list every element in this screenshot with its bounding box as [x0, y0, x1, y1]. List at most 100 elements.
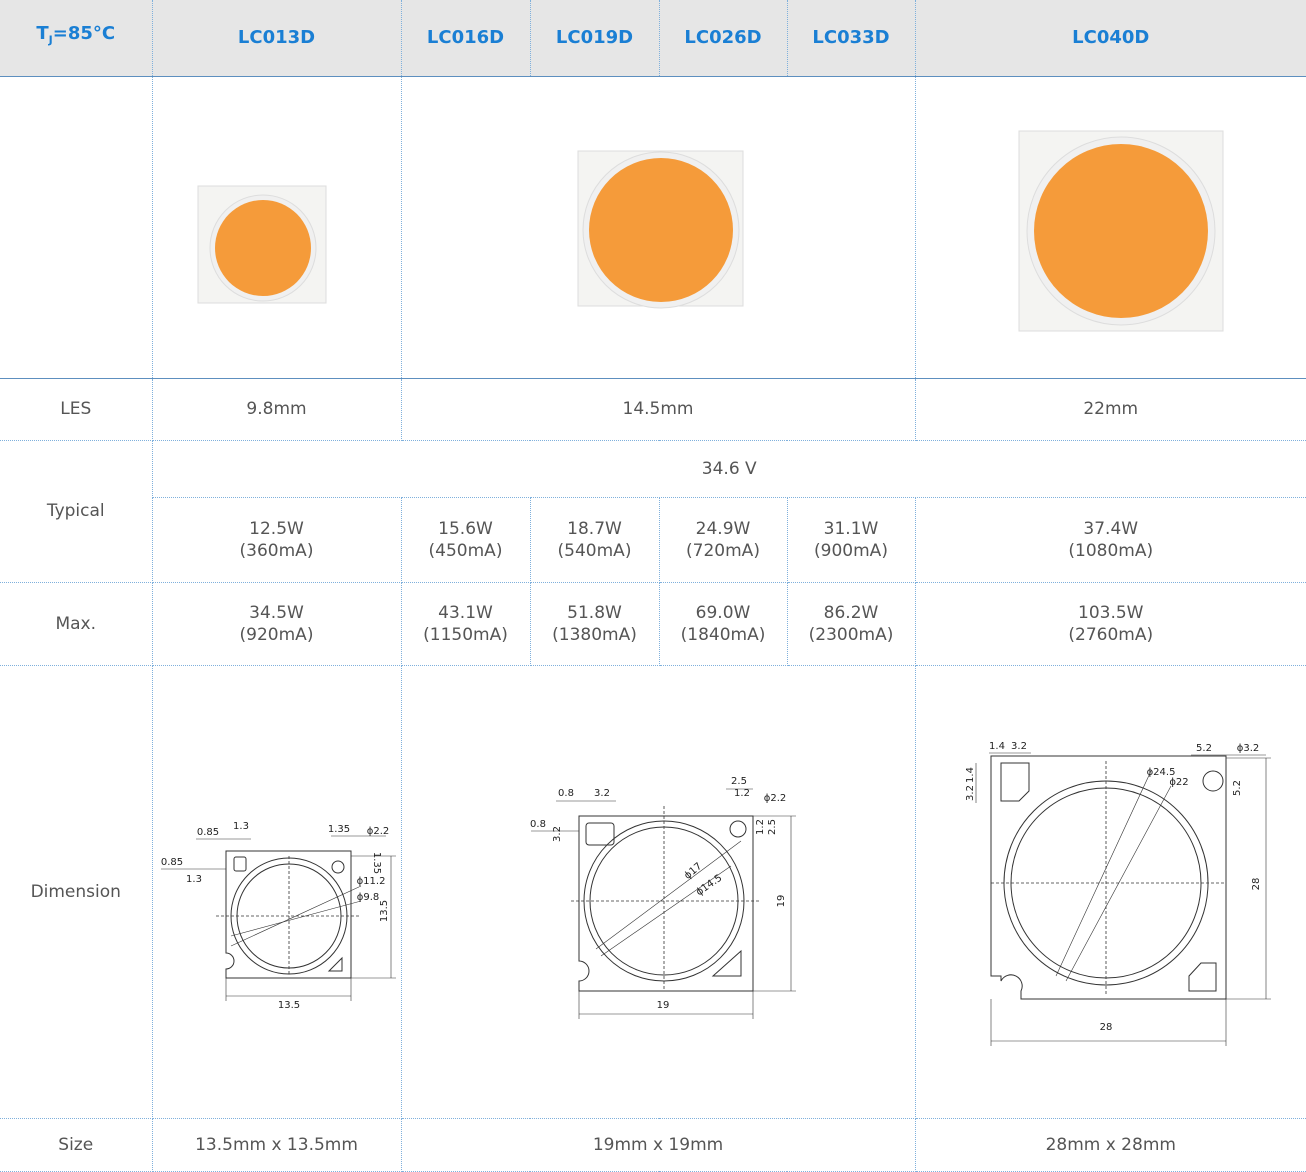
dimension-row: Dimension 0.85 1.3 1.35 ϕ2.2 0.85 1.3 1.…: [0, 665, 1306, 1118]
model: LC026D: [659, 0, 787, 76]
dim-label: ϕ17: [682, 860, 704, 881]
cell: 12.5W(360mA): [152, 497, 401, 582]
power: 37.4W: [916, 518, 1306, 540]
drawing: 2.5 0.8 3.2 1.2 ϕ2.2 0.8 3.2 1.2 2.5 ϕ17…: [402, 666, 916, 1118]
cell: 14.5mm: [401, 378, 915, 440]
body-outline: [226, 851, 351, 978]
current: (1840mA): [660, 624, 787, 646]
power: 24.9W: [660, 518, 787, 540]
current: (2300mA): [788, 624, 915, 646]
cell: 18.7W(540mA): [530, 497, 659, 582]
cell: 15.6W(450mA): [401, 497, 530, 582]
dim-label: 19: [776, 894, 787, 907]
leader: [1056, 771, 1151, 976]
dim-label: 13.5: [277, 1000, 299, 1011]
dim-label: ϕ3.2: [1236, 743, 1259, 754]
pad: [713, 951, 741, 976]
image-row: [0, 76, 1306, 378]
chip-image: [402, 77, 916, 378]
hole: [730, 821, 746, 837]
row-label: Size: [0, 1118, 152, 1171]
model: LC016D: [401, 0, 530, 76]
dim-label: 28: [1099, 1022, 1112, 1033]
cell: 9.8mm: [152, 378, 401, 440]
outline: [976, 753, 1271, 1046]
leader: [596, 841, 741, 949]
pad: [234, 857, 246, 871]
power: 31.1W: [788, 518, 915, 540]
outline: [161, 836, 396, 1001]
max-row: Max. 34.5W(920mA)43.1W(1150mA)51.8W(1380…: [0, 582, 1306, 665]
chip-phosphor: [1034, 144, 1208, 318]
dim-label: 0.8: [558, 788, 574, 799]
body-outline: [579, 816, 753, 991]
row-label: Dimension: [0, 665, 152, 1118]
dim-label: 1.2: [734, 788, 750, 799]
model: LC040D: [915, 0, 1306, 76]
dim-label: ϕ14.5: [694, 872, 724, 898]
chip-phosphor: [215, 200, 311, 296]
drawing-cell: 0.85 1.3 1.35 ϕ2.2 0.85 1.3 1.35 ϕ11.2 ϕ…: [152, 665, 401, 1118]
cell: 103.5W(2760mA): [915, 582, 1306, 665]
chip-cell: [915, 76, 1306, 378]
row-label: Max.: [0, 582, 152, 665]
cell: 13.5mm x 13.5mm: [152, 1118, 401, 1171]
dim-label: 5.2: [1196, 743, 1212, 754]
cell: 51.8W(1380mA): [530, 582, 659, 665]
power: 18.7W: [531, 518, 659, 540]
drawing-cell: 2.5 0.8 3.2 1.2 ϕ2.2 0.8 3.2 1.2 2.5 ϕ17…: [401, 665, 915, 1118]
row-label: Typical: [0, 440, 152, 582]
dim-label: 1.35: [371, 851, 382, 873]
dim-label: ϕ2.2: [763, 793, 786, 804]
dim-label: ϕ9.8: [356, 892, 379, 903]
power: 34.5W: [153, 602, 401, 624]
rest: =85°C: [53, 23, 115, 44]
dim-label: 1.35: [327, 824, 349, 835]
hole: [1203, 771, 1223, 791]
drawing: 1.4 3.2 5.2 ϕ3.2 ϕ24.5 ϕ22 3.2 1.4 5.2 2…: [916, 666, 1306, 1118]
cell: 19mm x 19mm: [401, 1118, 915, 1171]
dim-label: 0.85: [160, 857, 182, 868]
chip-image: [916, 77, 1306, 378]
hole: [332, 861, 344, 873]
power: 12.5W: [153, 518, 401, 540]
dim-label: 3.2: [594, 788, 610, 799]
cell: 22mm: [915, 378, 1306, 440]
cell: 24.9W(720mA): [659, 497, 787, 582]
cell: 28mm x 28mm: [915, 1118, 1306, 1171]
dim-label: ϕ2.2: [366, 826, 389, 837]
cell: 86.2W(2300mA): [787, 582, 915, 665]
size-row: Size 13.5mm x 13.5mm 19mm x 19mm 28mm x …: [0, 1118, 1306, 1171]
cell: 31.1W(900mA): [787, 497, 915, 582]
chip-cell: [152, 76, 401, 378]
dim-label: 1.2: [755, 819, 766, 835]
power: 15.6W: [402, 518, 530, 540]
row-label: LES: [0, 378, 152, 440]
power: 43.1W: [402, 602, 530, 624]
current: (900mA): [788, 540, 915, 562]
dim-label: 1.4: [965, 767, 976, 783]
power: 103.5W: [916, 602, 1306, 624]
dim-label: 2.5: [767, 819, 778, 835]
dim-label: 3.2: [965, 785, 976, 801]
power: 86.2W: [788, 602, 915, 624]
dim-label: 5.2: [1232, 780, 1243, 796]
dim-label: 0.8: [530, 819, 546, 830]
leader: [1066, 786, 1171, 981]
cell: 69.0W(1840mA): [659, 582, 787, 665]
cell: 37.4W(1080mA): [915, 497, 1306, 582]
drawing: 0.85 1.3 1.35 ϕ2.2 0.85 1.3 1.35 ϕ11.2 ϕ…: [153, 666, 402, 1118]
dim-label: 19: [656, 1000, 669, 1011]
power: 51.8W: [531, 602, 659, 624]
header-row: TJ=85°C LC013D LC016D LC019D LC026D LC03…: [0, 0, 1306, 76]
dim-label: 3.2: [552, 826, 563, 842]
chip-image: [153, 77, 402, 378]
chip-phosphor: [589, 158, 733, 302]
empty-cell: [0, 76, 152, 378]
leader: [231, 901, 361, 936]
model: LC013D: [152, 0, 401, 76]
cell: 43.1W(1150mA): [401, 582, 530, 665]
